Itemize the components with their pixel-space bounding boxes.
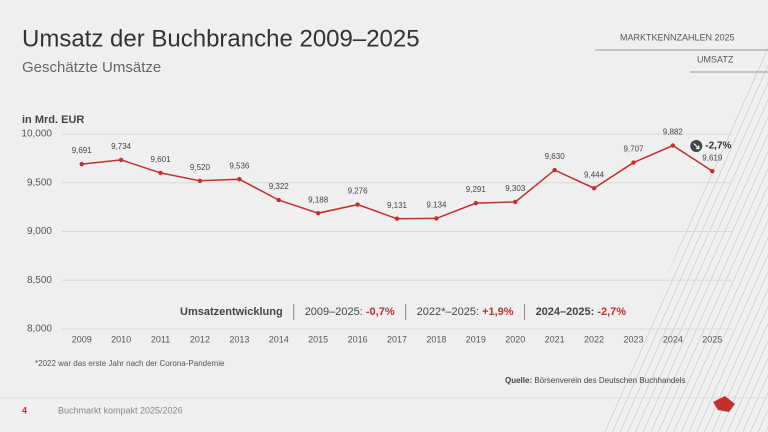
value-label: 9,630 — [545, 152, 566, 161]
x-tick-label: 2021 — [545, 334, 565, 344]
point — [710, 168, 715, 174]
value-label: 9,291 — [466, 185, 487, 194]
annotation: -2,7% — [705, 141, 731, 152]
logo — [713, 396, 735, 412]
value-label: 9,303 — [505, 184, 526, 193]
subtitle: Geschätzte Umsätze — [22, 59, 161, 76]
y-tick-label: 9,500 — [27, 177, 52, 188]
point — [670, 143, 676, 148]
source-text: Börsenverein des Deutschen Buchhandels — [534, 376, 685, 385]
hatch-decoration — [600, 40, 768, 432]
footnote: *2022 war das erste Jahr nach der Corona… — [35, 359, 225, 368]
value-label: 9,734 — [111, 142, 132, 151]
point — [591, 186, 597, 191]
x-tick-label: 2014 — [269, 334, 289, 344]
point — [394, 216, 400, 221]
point — [473, 200, 479, 206]
value-label: 9,134 — [426, 201, 447, 210]
x-tick-label: 2015 — [308, 334, 328, 344]
annotation-arrow — [693, 143, 700, 150]
point — [315, 210, 321, 216]
value-label: 9,619 — [702, 153, 723, 162]
summary-period: 2022*–2025: — [417, 306, 482, 318]
y-axis-label: in Mrd. EUR — [22, 114, 84, 126]
x-tick-label: 2018 — [426, 334, 446, 344]
source: Quelle: Börsenverein des Deutschen Buchh… — [505, 376, 686, 385]
value-label: 9,131 — [387, 201, 408, 210]
x-tick-label: 2020 — [505, 334, 525, 344]
x-tick-label: 2016 — [348, 334, 368, 344]
point — [434, 216, 439, 221]
point — [197, 178, 203, 183]
x-tick-label: 2023 — [623, 334, 643, 344]
summary-change: -2,7% — [597, 306, 626, 318]
x-tick-label: 2025 — [702, 334, 722, 344]
summary-change: -0,7% — [366, 306, 395, 318]
section: MARKTKENNZAHLEN 2025 — [620, 32, 735, 42]
chart: 8,000 8,500 9,000 9,500 10,000 2009 2010 2011 20… — [21, 128, 732, 344]
page-number: 4 — [22, 405, 27, 415]
summary-change: +1,9% — [482, 306, 514, 318]
topic: UMSATZ — [697, 54, 734, 64]
point — [513, 199, 518, 205]
value-label: 9,444 — [584, 170, 605, 179]
x-tick-label: 2010 — [111, 334, 131, 344]
point — [237, 177, 242, 182]
summary: Umsatzentwicklung 2009–2025: -0,7% 2022*–2… — [180, 306, 626, 318]
title: Umsatz der Buchbranche 2009–2025 — [22, 25, 420, 52]
x-tick-label: 2012 — [190, 334, 210, 344]
y-tick-label: 8,500 — [27, 275, 52, 286]
point — [552, 167, 557, 173]
y-tick-label: 10,000 — [21, 129, 52, 140]
point — [355, 202, 360, 207]
point — [79, 161, 84, 167]
summary-label: Umsatzentwicklung — [180, 306, 283, 318]
value-label: 9,882 — [663, 128, 684, 137]
x-tick-label: 2019 — [466, 334, 486, 344]
x-tick-label: 2017 — [387, 334, 407, 344]
source-label: Quelle: — [505, 376, 532, 385]
summary-period: 2024–2025: — [536, 306, 598, 318]
x-tick-label: 2024 — [663, 334, 683, 344]
value-label: 9,322 — [269, 182, 290, 191]
value-label: 9,188 — [308, 195, 329, 204]
value-label: 9,707 — [623, 145, 644, 154]
point — [158, 170, 163, 176]
summary-period: 2009–2025: — [305, 306, 366, 318]
y-tick-label: 8,000 — [27, 324, 52, 335]
value-label: 9,276 — [348, 187, 369, 196]
value-label: 9,536 — [229, 161, 250, 170]
value-label: 9,691 — [72, 146, 93, 155]
point — [631, 160, 636, 165]
y-tick-label: 9,000 — [27, 226, 52, 237]
value-label: 9,601 — [151, 155, 172, 164]
x-tick-label: 2013 — [229, 334, 249, 344]
point — [276, 197, 281, 203]
footer: Buchmarkt kompakt 2025/2026 — [58, 405, 183, 415]
value-label: 9,520 — [190, 163, 211, 172]
x-tick-label: 2009 — [72, 334, 92, 344]
x-tick-label: 2022 — [584, 334, 604, 344]
x-tick-label: 2011 — [151, 334, 170, 344]
point — [118, 157, 124, 163]
